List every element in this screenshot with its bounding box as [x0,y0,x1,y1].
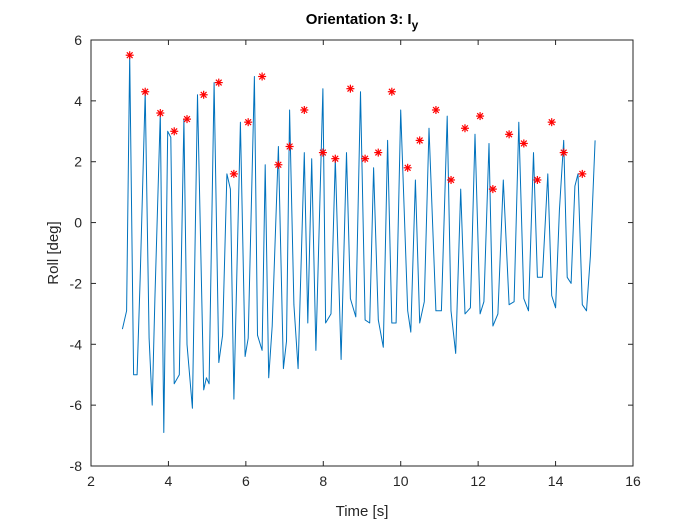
y-tick-label: 0 [74,215,82,231]
peak-marker [505,130,514,139]
chart-title-main: Orientation 3: I [306,11,412,28]
x-tick-label: 10 [393,473,409,489]
y-tick-label: -8 [70,458,83,474]
peak-marker [519,139,528,148]
peak-marker [488,185,497,194]
y-tick-label: 6 [74,32,82,48]
axis-ticks [90,39,634,467]
peak-marker [361,154,370,163]
peak-marker [415,136,424,145]
peak-marker [547,118,556,127]
y-axis-label: Roll [deg] [45,221,62,284]
x-axis-label: Time [s] [336,503,389,520]
y-tick-label: -6 [70,397,83,413]
peak-marker [447,175,456,184]
peak-marker [578,169,587,178]
peak-marker [403,163,412,172]
peaks-layer [125,51,587,194]
peak-marker [533,175,542,184]
x-tick-label: 6 [242,473,250,489]
series-line [121,54,596,433]
y-tick-label: 2 [74,154,82,170]
peak-marker [244,118,253,127]
peak-marker [460,124,469,133]
peak-marker [183,115,192,124]
y-tick-label: -4 [70,336,83,352]
x-tick-label: 4 [165,473,173,489]
x-tick-label: 2 [87,473,95,489]
peak-marker [331,154,340,163]
peak-marker [374,148,383,157]
series-layer [121,54,596,433]
peak-marker [274,160,283,169]
peak-marker [199,90,208,99]
chart-title-subscript: y [412,18,419,32]
peak-marker [431,105,440,114]
peak-marker [170,127,179,136]
peak-marker [156,109,165,118]
peak-marker [214,78,223,87]
x-tick-label: 8 [319,473,327,489]
peak-marker [229,169,238,178]
peak-marker [346,84,355,93]
peak-marker [285,142,294,151]
tick-labels: 2 4 6 8 10 12 14 16 -8 -6 -4 -2 0 2 4 6 [70,32,641,489]
chart-title: Orientation 3: Iy [306,11,419,32]
peak-marker [141,87,150,96]
peak-marker [125,51,134,60]
peak-marker [387,87,396,96]
y-tick-label: 4 [74,93,82,109]
x-tick-label: 12 [470,473,486,489]
x-tick-label: 14 [548,473,564,489]
peak-marker [476,112,485,121]
peak-marker [559,148,568,157]
peak-marker [300,105,309,114]
x-tick-label: 16 [625,473,641,489]
y-tick-label: -2 [70,275,83,291]
peak-marker [318,148,327,157]
peak-marker [258,72,267,81]
